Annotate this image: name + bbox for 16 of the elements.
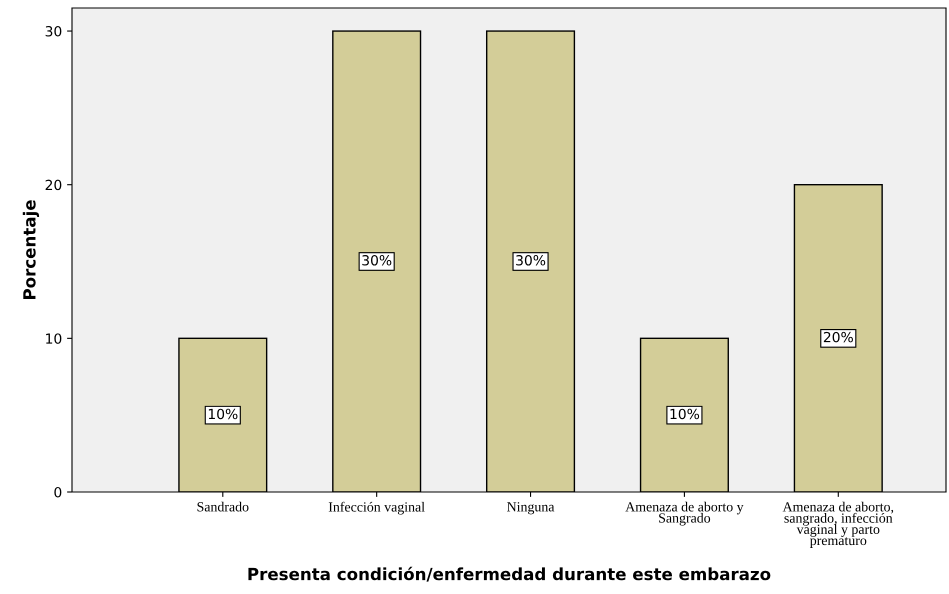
- y-tick-label: 20: [46, 180, 62, 190]
- x-tick-label: Infección vaginal: [328, 502, 425, 514]
- data-label: 30%: [362, 255, 392, 266]
- y-tick-label: 10: [46, 333, 62, 344]
- x-tick-label: Sandrado: [197, 502, 248, 512]
- data-label: 30%: [516, 255, 546, 266]
- data-label: 10%: [208, 408, 238, 420]
- x-axis-title: Presenta condición/enfermedad durante este embarazo: [248, 566, 770, 582]
- x-tick-label: Amenaza de aborto, sangrado, infección vaginal y parto prematuro: [782, 502, 894, 548]
- data-label: 20%: [824, 332, 853, 342]
- y-tick-label: 30: [46, 26, 62, 37]
- data-label: 10%: [670, 408, 700, 420]
- x-tick-label: Amenaza de aborto y Sangrado: [625, 502, 744, 526]
- x-tick-label: Ninguna: [507, 502, 554, 514]
- y-axis-title: Porcentaje: [22, 200, 40, 300]
- y-tick-label: 0: [54, 486, 62, 498]
